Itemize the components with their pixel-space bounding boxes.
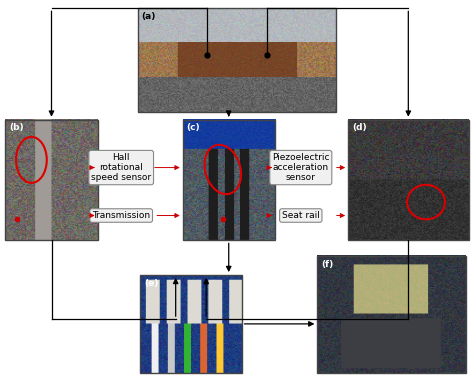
Text: (b): (b)	[9, 124, 24, 132]
Text: (d): (d)	[352, 124, 366, 132]
Text: (f): (f)	[321, 259, 333, 269]
Text: (a): (a)	[142, 12, 156, 21]
Text: (e): (e)	[144, 279, 158, 288]
Text: Transmission: Transmission	[92, 211, 150, 220]
Text: Hall
rotational
speed sensor: Hall rotational speed sensor	[91, 153, 151, 182]
Text: Piezoelectric
acceleration
sensor: Piezoelectric acceleration sensor	[272, 153, 329, 182]
Text: Seat rail: Seat rail	[282, 211, 320, 220]
Text: (c): (c)	[186, 124, 200, 132]
